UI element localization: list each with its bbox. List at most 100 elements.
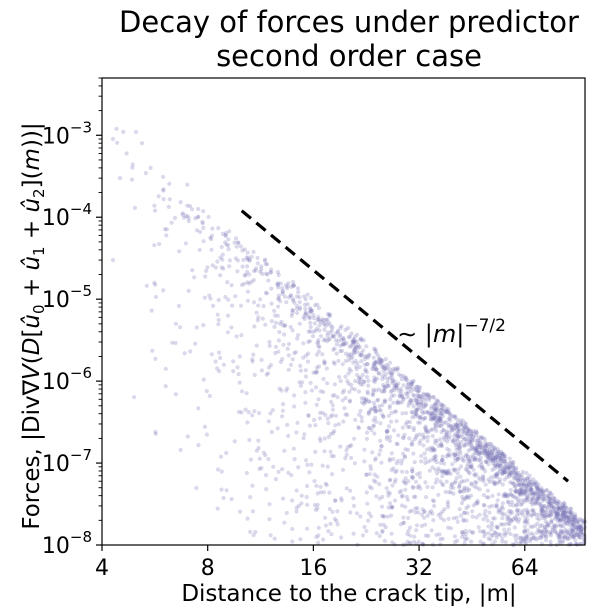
scatter-point xyxy=(503,470,508,475)
scatter-point xyxy=(285,284,290,289)
scatter-point xyxy=(548,529,553,535)
scatter-point xyxy=(560,530,566,535)
scatter-point xyxy=(233,294,238,299)
scatter-point xyxy=(254,310,259,315)
scatter-point xyxy=(431,446,436,452)
scatter-point xyxy=(452,455,457,460)
scatter-point xyxy=(372,472,377,477)
scatter-point xyxy=(549,503,554,508)
scatter-point xyxy=(368,467,374,472)
scatter-point xyxy=(358,337,363,342)
scatter-point xyxy=(341,336,346,341)
scatter-point xyxy=(496,460,501,465)
scatter-point xyxy=(568,506,574,512)
scatter-point xyxy=(561,500,567,505)
scatter-point xyxy=(110,136,116,142)
scatter-point xyxy=(382,389,387,394)
scatter-point xyxy=(313,507,318,512)
scatter-point xyxy=(546,500,552,505)
scatter-point xyxy=(501,493,506,499)
scatter-point xyxy=(470,514,475,519)
scatter-point xyxy=(511,469,516,474)
scatter-point xyxy=(458,451,463,456)
scatter-point xyxy=(372,403,377,409)
scatter-point xyxy=(254,266,259,271)
scatter-point xyxy=(500,536,505,541)
scatter-point xyxy=(487,441,492,447)
scatter-point xyxy=(537,488,542,493)
scatter-point xyxy=(387,458,392,463)
scatter-point xyxy=(229,497,234,502)
scatter-point xyxy=(495,457,500,463)
scatter-point xyxy=(162,227,168,232)
scatter-point xyxy=(540,507,545,512)
scatter-point xyxy=(332,361,337,366)
scatter-point xyxy=(439,411,444,416)
scatter-point xyxy=(368,464,373,469)
scatter-point xyxy=(481,529,486,535)
scatter-point xyxy=(378,357,383,362)
scatter-point xyxy=(235,258,240,263)
scatter-point xyxy=(318,490,323,495)
scatter-point xyxy=(570,517,575,522)
scatter-point xyxy=(326,529,331,534)
scatter-point xyxy=(474,431,479,436)
scatter-point xyxy=(557,532,562,537)
scatter-point xyxy=(435,415,440,420)
scatter-point xyxy=(556,512,561,518)
scatter-point xyxy=(513,470,518,476)
scatter-point xyxy=(406,528,411,534)
scatter-point xyxy=(435,438,440,443)
scatter-point xyxy=(322,327,327,332)
scatter-point xyxy=(539,513,545,518)
scatter-point xyxy=(364,362,369,367)
scatter-point xyxy=(406,403,411,408)
scatter-point xyxy=(508,492,513,497)
scatter-point xyxy=(573,538,578,543)
scatter-point xyxy=(472,438,477,443)
scatter-point xyxy=(534,530,540,535)
scatter-point xyxy=(266,278,271,283)
scatter-point xyxy=(351,339,356,345)
scatter-point xyxy=(465,426,470,431)
scatter-point xyxy=(571,534,577,540)
scatter-point xyxy=(567,518,572,523)
scatter-point xyxy=(437,419,442,425)
scatter-point xyxy=(487,455,492,460)
scatter-point xyxy=(371,364,376,369)
scatter-point xyxy=(407,509,412,514)
scatter-point xyxy=(543,515,548,520)
scatter-point xyxy=(530,500,535,505)
scatter-point xyxy=(526,482,532,487)
scatter-point xyxy=(297,305,303,310)
scatter-point xyxy=(514,488,520,493)
scatter-point xyxy=(362,396,367,401)
scatter-point xyxy=(379,360,384,365)
scatter-point xyxy=(496,450,501,455)
scatter-point xyxy=(535,489,541,494)
scatter-point xyxy=(419,512,425,517)
scatter-point xyxy=(206,214,211,220)
scatter-point xyxy=(343,412,348,417)
scatter-point xyxy=(448,423,453,429)
scatter-point xyxy=(218,355,223,360)
scatter-point xyxy=(150,348,155,353)
scatter-point xyxy=(399,494,404,499)
scatter-point xyxy=(285,346,290,351)
scatter-point xyxy=(377,356,382,361)
scatter-point xyxy=(553,501,558,506)
scatter-point xyxy=(373,456,378,461)
scatter-point xyxy=(200,221,205,226)
scatter-point xyxy=(468,446,473,451)
scatter-point xyxy=(389,371,394,376)
scatter-point xyxy=(497,456,503,461)
scatter-point xyxy=(540,491,545,497)
scatter-point xyxy=(282,520,287,525)
scatter-point xyxy=(558,517,564,522)
scatter-point xyxy=(542,532,547,537)
scatter-point xyxy=(530,524,535,529)
scatter-point xyxy=(253,268,258,273)
scatter-point xyxy=(502,492,507,497)
scatter-point xyxy=(524,535,529,540)
scatter-point xyxy=(430,445,435,450)
